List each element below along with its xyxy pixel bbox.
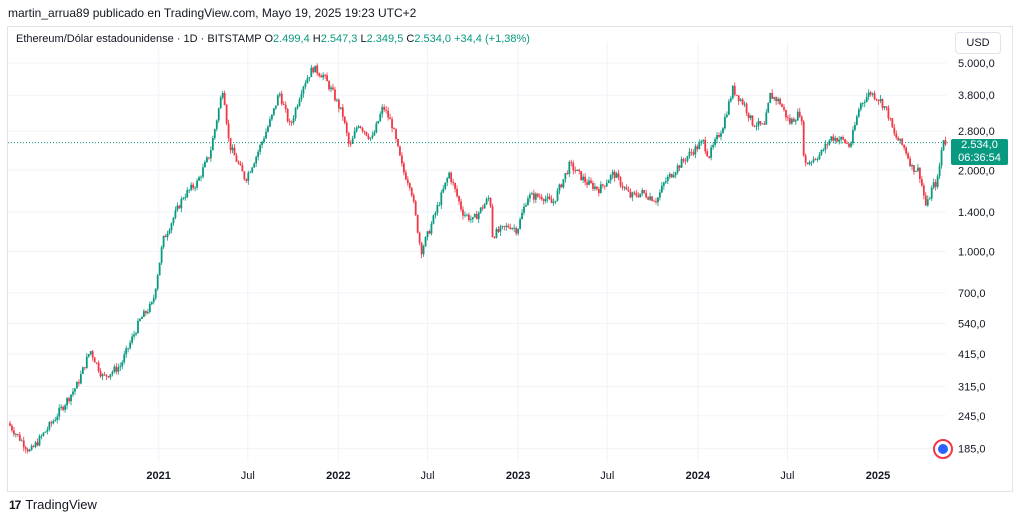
open-value: 2.499,4 xyxy=(273,33,310,45)
symbol-name[interactable]: Ethereum/Dólar estadounidense · 1D · BIT… xyxy=(16,33,262,45)
chart-frame xyxy=(7,26,1013,492)
tradingview-logo-icon: 17 xyxy=(9,497,21,512)
publisher-line: martin_arrua89 publicado en TradingView.… xyxy=(8,6,417,20)
tradingview-logo[interactable]: 17 TradingView xyxy=(9,497,97,512)
low-label: L xyxy=(360,33,367,45)
high-label: H xyxy=(312,33,321,45)
close-value: 2.534,0 xyxy=(414,33,452,45)
last-price-tag: 2.534,0 06:36:54 xyxy=(951,139,1008,165)
bar-countdown: 06:36:54 xyxy=(958,152,1001,164)
currency-button[interactable]: USD xyxy=(955,32,1001,54)
change-value: +34,4 (+1,38%) xyxy=(454,33,530,45)
low-value: 2.349,5 xyxy=(366,33,404,45)
open-label: O xyxy=(264,33,273,45)
symbol-legend: Ethereum/Dólar estadounidense · 1D · BIT… xyxy=(16,33,530,45)
last-price-value: 2.534,0 xyxy=(961,139,998,151)
close-label: C xyxy=(406,33,415,45)
high-value: 2.547,3 xyxy=(320,33,358,45)
tradingview-brand: TradingView xyxy=(25,497,97,512)
recommendations-icon[interactable] xyxy=(933,439,953,459)
